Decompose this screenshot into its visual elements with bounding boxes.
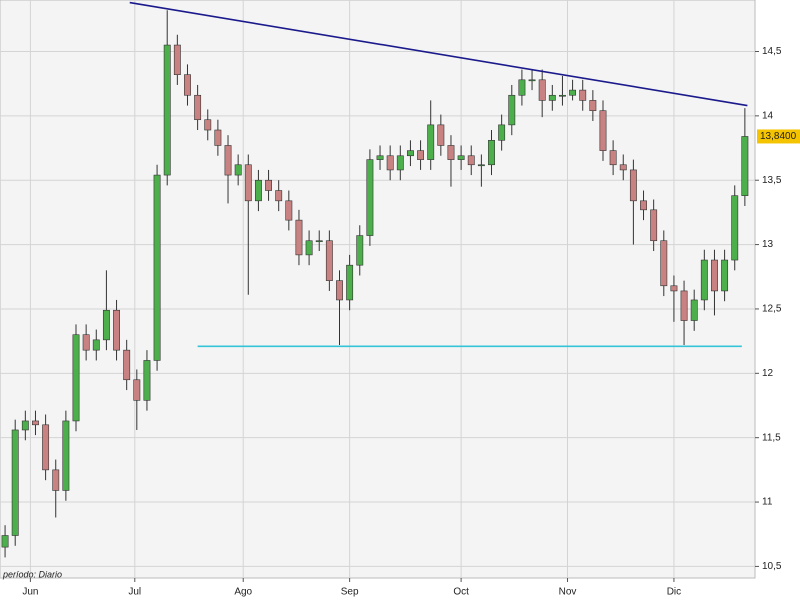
candle-body [21,420,29,431]
x-tick-label: Dic [667,587,681,598]
last-price-label: 13,8400 [760,131,797,142]
candle-body [396,155,404,171]
candle-body [92,339,100,351]
y-tick-label: 14,5 [762,46,782,57]
candle-body [690,299,698,321]
candle-body [721,259,729,292]
x-tick-label: Oct [453,587,469,598]
candle-body [498,124,506,141]
candle-body [72,334,80,422]
candle-body [447,145,455,160]
candle-body [619,164,627,171]
candle-body [629,169,637,202]
candle-body [336,280,343,301]
candle-body [386,155,394,171]
candle-body [518,79,526,96]
candle-body [589,100,597,112]
candle-body [437,124,445,146]
candle-body [356,235,364,266]
candle-body [680,290,688,321]
labels: 10,5 11 11,5 12 12,5 13 13,5 14 14,5 Jun Jul Ago Sep… [22,46,800,598]
candle-body [569,89,577,96]
x-tick-label: Jul [128,587,141,598]
candle-body [1,535,9,548]
candle-body [32,420,39,426]
candle-body [315,240,323,243]
candle-body [467,155,475,166]
candle-body [731,195,739,261]
candle-body [295,219,303,256]
candle-body [153,174,161,361]
candle-body [528,79,536,82]
candle-body [244,164,252,202]
candle-body [650,209,658,242]
candle-body [265,179,272,191]
candle-body [670,285,678,292]
x-tick-label: Ago [234,587,252,598]
candle-body [579,89,587,101]
candle-body [640,200,647,211]
candle-body [660,240,668,287]
candle-body [184,74,191,96]
candle-body [214,129,222,146]
candle-body [254,179,262,202]
candle-body [417,150,425,160]
candle-body [700,259,708,301]
candle-body [224,145,232,176]
y-tick-label: 10,5 [762,561,782,572]
candle-body [548,94,556,101]
candle-body [42,424,50,471]
candle-body [538,79,546,101]
candle-body [62,420,70,491]
candle-body [234,164,242,176]
candle-body [133,379,141,401]
candle-body [102,309,110,341]
candle-body [457,155,465,160]
candle-body [711,259,718,292]
candle-body [325,240,333,281]
trend-line [129,1,748,107]
candle-body [275,190,283,202]
candle-body [406,150,414,157]
y-tick-label: 13,5 [762,175,782,186]
x-tick-label: Jun [22,587,38,598]
last-price-box [757,129,800,144]
y-tick-label: 12 [762,368,774,379]
candle-body [376,155,384,160]
grid [0,0,755,578]
candle-body [346,264,354,301]
candle-body [11,429,19,536]
candle-body [173,44,181,75]
candle-body [609,150,617,166]
y-tick-label: 13 [762,239,774,250]
candle-body [52,469,60,491]
candle-body [123,349,131,381]
candle-body [741,136,749,196]
y-tick-label: 14 [762,110,774,121]
candle-body [427,124,435,160]
x-tick-label: Sep [341,587,359,598]
y-tick-label: 12,5 [762,304,782,315]
y-tick-label: 11 [762,497,773,508]
candle-body [305,240,313,256]
candle-body [285,200,293,221]
plot-area [0,0,756,579]
candle-body [366,159,374,236]
candle-body [599,110,607,151]
candle-body [82,334,90,351]
period-label: período: Diario [2,569,62,579]
candle-body [204,119,212,131]
candle-body [488,140,495,166]
y-tick-label: 11,5 [762,432,781,443]
x-tick-label: Nov [559,587,577,598]
candle-body [477,164,485,167]
candle-body [559,94,566,97]
candle-body [508,94,516,126]
candle-body [113,309,120,351]
marks [1,1,749,558]
candle-body [143,360,151,401]
candle-body [194,94,202,121]
candle-body [163,44,171,176]
